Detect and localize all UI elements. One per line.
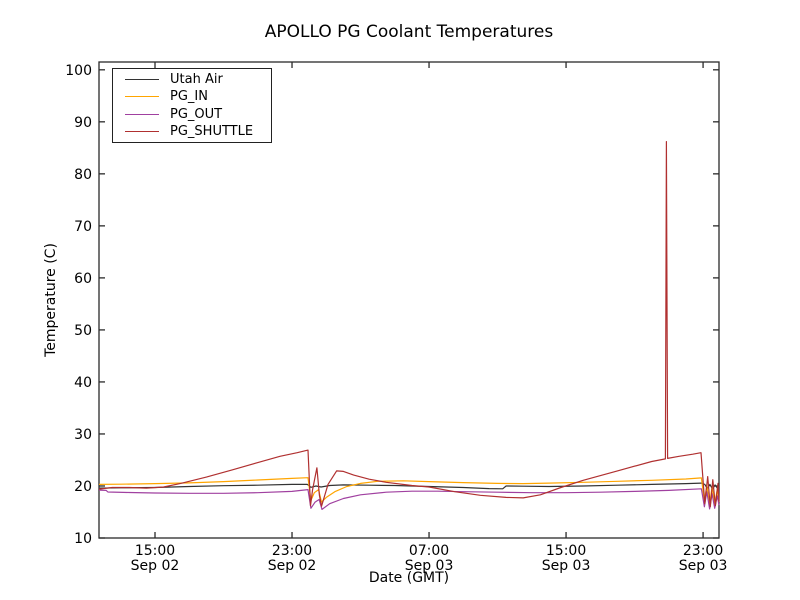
x-tick-label-time: 07:00 xyxy=(409,543,449,559)
y-tick-label: 60 xyxy=(74,271,92,287)
x-axis-label: Date (GMT) xyxy=(368,570,450,586)
legend-line-sample xyxy=(125,113,159,115)
legend-box: Utah Air PG_IN PG_OUT PG_SHUTTLE xyxy=(112,68,272,143)
x-tick-label-date: Sep 02 xyxy=(131,558,180,574)
y-tick-label: 40 xyxy=(74,375,92,391)
x-tick-label-date: Sep 02 xyxy=(268,558,317,574)
legend-item-pg-shuttle: PG_SHUTTLE xyxy=(113,123,271,140)
legend-label: PG_SHUTTLE xyxy=(170,123,254,139)
legend-line-sample xyxy=(125,79,159,81)
y-tick-label: 50 xyxy=(74,323,92,339)
legend-label: PG_OUT xyxy=(170,106,223,122)
x-tick-label-time: 23:00 xyxy=(272,543,312,559)
y-tick-label: 10 xyxy=(74,531,92,547)
legend-item-utah-air: Utah Air xyxy=(113,71,271,88)
y-tick-label: 100 xyxy=(65,63,92,79)
series-line-pg-shuttle xyxy=(98,141,720,508)
y-tick-label: 70 xyxy=(74,219,92,235)
legend-line-sample xyxy=(125,130,159,132)
y-tick-label: 90 xyxy=(74,115,92,131)
x-tick-label-date: Sep 03 xyxy=(679,558,728,574)
legend-item-pg-out: PG_OUT xyxy=(113,106,271,123)
legend-item-pg-in: PG_IN xyxy=(113,88,271,105)
y-tick-label: 80 xyxy=(74,167,92,183)
x-tick-label-date: Sep 03 xyxy=(542,558,591,574)
legend-label: PG_IN xyxy=(170,89,208,105)
x-tick-label-date: Sep 03 xyxy=(405,558,454,574)
legend-line-sample xyxy=(125,96,159,98)
legend-label: Utah Air xyxy=(170,72,223,88)
chart-title: APOLLO PG Coolant Temperatures xyxy=(264,22,554,42)
y-tick-label: 20 xyxy=(74,479,92,495)
x-tick-label-time: 15:00 xyxy=(135,543,175,559)
x-tick-label-time: 23:00 xyxy=(683,543,723,559)
x-tick-label-time: 15:00 xyxy=(546,543,586,559)
y-tick-label: 30 xyxy=(74,427,92,443)
